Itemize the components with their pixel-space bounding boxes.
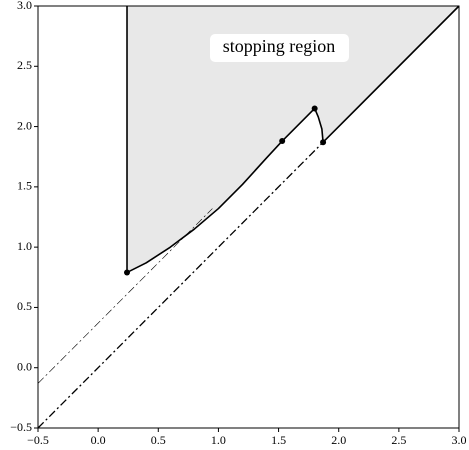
point [279, 138, 286, 145]
y-tick-label: 0.5 [17, 299, 32, 313]
line [37, 208, 213, 384]
point [124, 269, 131, 276]
annotation: stopping region [223, 36, 336, 56]
x-tick-label: 0.5 [151, 433, 166, 447]
line [322, 5, 460, 143]
y-tick-label: 1.0 [17, 239, 32, 253]
y-tick-label: 0.0 [17, 359, 32, 373]
x-tick-label: 2.0 [331, 433, 346, 447]
x-tick-label: 2.5 [391, 433, 406, 447]
plot-area [37, 5, 460, 429]
y-tick-label: 2.0 [17, 118, 32, 132]
y-tick-label: 1.5 [17, 179, 32, 193]
stopping-region [127, 6, 460, 273]
axes-frame [37, 5, 460, 429]
x-tick-label: 1.5 [271, 433, 286, 447]
point [320, 139, 327, 146]
y-tick-label: 2.5 [17, 58, 32, 72]
x-tick-label: 0.0 [91, 433, 106, 447]
y-tick-label: −0.5 [10, 420, 32, 434]
line [126, 107, 324, 274]
x-tick-label: 3.0 [452, 433, 467, 447]
line [37, 141, 324, 429]
x-tick-label: 1.0 [211, 433, 226, 447]
point [311, 105, 318, 112]
x-tick-label: −0.5 [27, 433, 49, 447]
y-tick-label: 3.0 [17, 0, 32, 12]
annotation-box [210, 34, 349, 62]
